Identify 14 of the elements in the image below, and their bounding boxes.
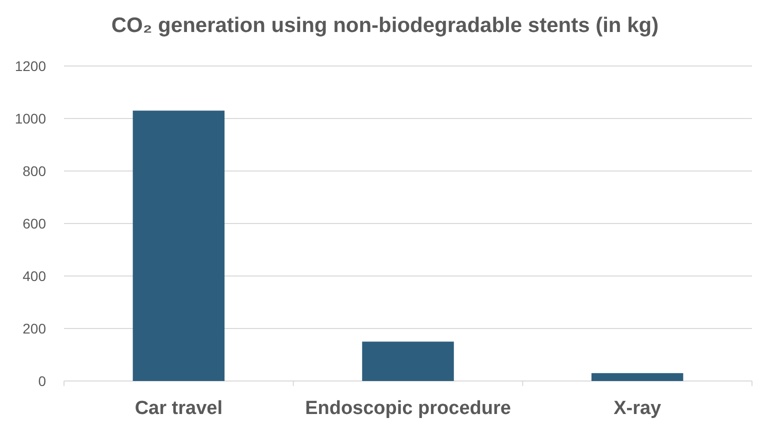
- y-tick-label: 1000: [14, 110, 46, 126]
- bar: [132, 110, 225, 381]
- y-tick-label: 400: [22, 268, 46, 284]
- x-tick-label: X-ray: [614, 398, 662, 419]
- bar: [362, 342, 454, 381]
- x-tick-label: Endoscopic procedure: [305, 398, 511, 419]
- x-tick-label: Car travel: [134, 398, 223, 419]
- y-tick-label: 200: [22, 320, 46, 336]
- y-tick-label: 600: [22, 215, 46, 232]
- y-tick-label: 0: [38, 372, 46, 389]
- chart-title: CO₂ generation using non-biodegradable stents (in kg): [111, 14, 659, 37]
- y-tick-label: 1200: [14, 58, 46, 74]
- bar: [591, 373, 684, 381]
- y-tick-label: 800: [22, 162, 46, 179]
